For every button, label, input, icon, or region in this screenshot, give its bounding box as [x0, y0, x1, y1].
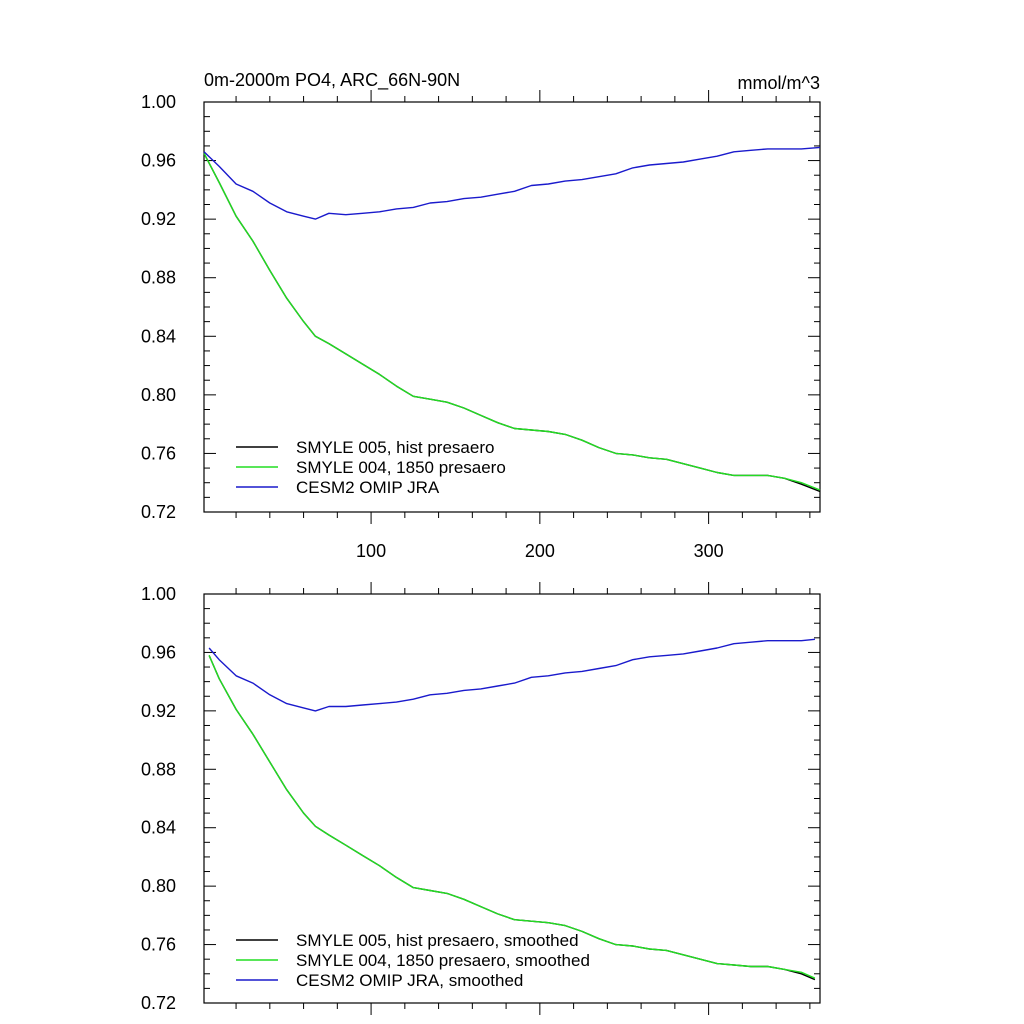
y-tick-label: 0.84 — [141, 326, 176, 346]
y-tick-label: 0.96 — [141, 642, 176, 662]
panel-1: 0.72 0.76 0.80 0.84 0.88 0.92 0.96 1.00 100 200 30… — [141, 70, 821, 561]
x-tick-label: 100 — [356, 541, 386, 561]
x-tick-label: 300 — [694, 541, 724, 561]
legend-label: SMYLE 004, 1850 presaero — [296, 458, 506, 477]
y-tick-label: 0.76 — [141, 935, 176, 955]
legend-label: SMYLE 004, 1850 presaero, smoothed — [296, 951, 590, 970]
y-tick-label: 0.80 — [141, 876, 176, 896]
panel-2: 0.72 0.76 0.80 0.84 0.88 0.92 0.96 1.00 SMYLE 00… — [141, 582, 821, 1015]
chart-title: 0m-2000m PO4, ARC_66N-90N — [204, 70, 460, 91]
y-tick-label: 0.72 — [141, 993, 176, 1013]
y-tick-label: 0.88 — [141, 268, 176, 288]
y-tick-label: 0.76 — [141, 443, 176, 463]
y-tick-label: 1.00 — [141, 584, 176, 604]
legend-label: SMYLE 005, hist presaero, smoothed — [296, 931, 579, 950]
y-tick-label: 0.88 — [141, 759, 176, 779]
y-tick-label: 0.96 — [141, 151, 176, 171]
series-line-2 — [203, 152, 821, 491]
y-tick-label: 0.84 — [141, 818, 176, 838]
y-tick-label: 0.92 — [141, 701, 176, 721]
units-label: mmol/m^3 — [738, 73, 820, 93]
y-tick-label: 1.00 — [141, 92, 176, 112]
series-line-3 — [203, 146, 821, 220]
legend-label: CESM2 OMIP JRA, smoothed — [296, 971, 523, 990]
y-tick-label: 0.72 — [141, 502, 176, 522]
series-line-2 — [208, 655, 816, 979]
y-tick-label: 0.92 — [141, 209, 176, 229]
legend-label: SMYLE 005, hist presaero — [296, 438, 494, 457]
x-tick-label: 200 — [525, 541, 555, 561]
legend-label: CESM2 OMIP JRA — [296, 478, 440, 497]
series-line-3 — [208, 638, 815, 712]
y-tick-label: 0.80 — [141, 385, 176, 405]
